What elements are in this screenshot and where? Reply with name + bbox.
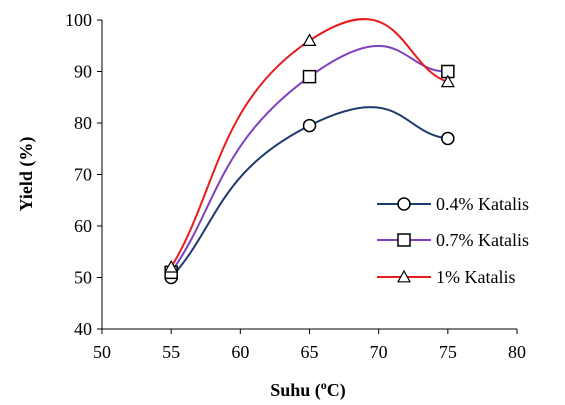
x-axis-title: Suhu (oC) bbox=[270, 378, 346, 401]
series-layer bbox=[164, 18, 455, 285]
x-tick-label: 55 bbox=[162, 342, 180, 362]
x-tick-label: 60 bbox=[231, 342, 249, 362]
y-tick-label: 100 bbox=[65, 10, 92, 30]
legend-label-2: 0.7% Katalis bbox=[436, 230, 529, 250]
x-tick-label: 50 bbox=[93, 342, 111, 362]
series-2-data-point bbox=[302, 69, 317, 84]
legend-marker-3 bbox=[396, 269, 412, 283]
y-tick-label: 50 bbox=[74, 268, 92, 288]
series-3-data-point bbox=[440, 74, 455, 88]
y-tick-label: 70 bbox=[74, 165, 92, 185]
series-3-data-point bbox=[302, 33, 317, 47]
y-tick-label: 80 bbox=[74, 113, 92, 133]
legend-marker-1 bbox=[397, 197, 411, 211]
series-line-1 bbox=[170, 106, 448, 279]
y-axis-title: Yield (%) bbox=[16, 137, 37, 212]
legend-label-3: 1% Katalis bbox=[436, 267, 515, 287]
x-axis-title-sup: o bbox=[321, 378, 327, 392]
x-tick-label: 65 bbox=[301, 342, 319, 362]
series-1-data-point bbox=[441, 131, 455, 146]
x-axis-title-rest: C) bbox=[327, 380, 346, 401]
legend-marker-2 bbox=[397, 233, 411, 247]
y-tick-label: 40 bbox=[74, 319, 92, 339]
legend: 0.4% Katalis 0.7% Katalis 1% Katalis bbox=[377, 194, 529, 287]
series-1-data-point bbox=[302, 118, 317, 133]
x-tick-label: 70 bbox=[370, 342, 388, 362]
legend-label-1: 0.4% Katalis bbox=[436, 194, 529, 214]
y-tick-label: 90 bbox=[74, 62, 92, 82]
x-axis-title-main: Suhu ( bbox=[270, 380, 321, 401]
x-tick-label: 80 bbox=[508, 342, 526, 362]
series-3-data-point bbox=[164, 259, 179, 273]
y-tick-label: 60 bbox=[74, 216, 92, 236]
x-tick-label: 75 bbox=[439, 342, 457, 362]
